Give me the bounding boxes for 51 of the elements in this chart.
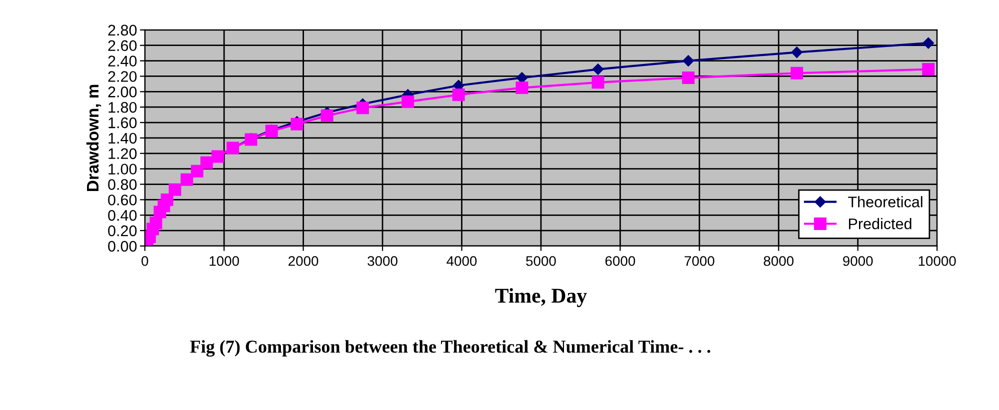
point	[592, 64, 604, 75]
y-tick-label: 2.60	[108, 40, 137, 52]
text: Fig (7) Comparison between the Theoretical & Numerical Time- . . .	[190, 340, 710, 357]
y-tick-label: 2.20	[108, 71, 137, 82]
point	[290, 118, 304, 130]
y-tick-label: 0.60	[108, 194, 137, 206]
point	[791, 46, 802, 58]
point	[922, 63, 935, 76]
y-tick-label: 1.20	[108, 148, 137, 160]
point	[452, 88, 465, 101]
point	[790, 66, 804, 80]
point	[402, 95, 414, 108]
y-tick-label: 0.80	[108, 179, 137, 190]
x-tick-label: 8000	[764, 256, 794, 266]
point	[682, 55, 694, 66]
x-axis-title: Time, Day	[495, 288, 587, 308]
y-tick-label: 0.20	[108, 225, 137, 236]
y-tick-label: 2.00	[108, 86, 137, 98]
point	[150, 216, 162, 230]
y-tick-label: 0.00	[108, 240, 137, 252]
point	[190, 164, 204, 178]
point	[200, 156, 213, 169]
y-tick-label: 0.40	[108, 210, 137, 221]
y-tick-label: 1.60	[108, 117, 137, 128]
y-tick-label: 1.00	[108, 164, 137, 175]
legend-label: Theoretical	[848, 196, 922, 208]
x-tick-label: 5000	[526, 256, 556, 266]
y-tick-label: 2.40	[108, 56, 137, 66]
x-tick-label: 3000	[368, 256, 398, 266]
point	[922, 37, 934, 49]
y-axis-title: Drawdown, m	[86, 84, 102, 192]
y-tick-label: 2.80	[108, 24, 137, 36]
legend-label: Predicted	[848, 218, 912, 230]
x-tick-label: 1000	[210, 256, 239, 266]
point	[168, 183, 182, 196]
point	[356, 102, 369, 114]
point	[180, 173, 194, 186]
point	[592, 76, 604, 89]
point	[682, 72, 695, 84]
y-tick-label: 1.80	[108, 102, 137, 113]
x-tick-label: 2000	[288, 256, 318, 266]
point	[516, 82, 528, 94]
x-tick-label: 7000	[684, 256, 714, 266]
point	[320, 109, 334, 122]
y-tick-label: 1.40	[108, 132, 137, 144]
x-tick-label: 6000	[605, 256, 636, 266]
x-tick-label: 4000	[446, 256, 477, 266]
point	[160, 193, 174, 206]
x-tick-label: 9000	[843, 256, 873, 266]
x-tick-label: 10000	[918, 256, 956, 266]
x-tick-label: 0	[142, 256, 148, 266]
